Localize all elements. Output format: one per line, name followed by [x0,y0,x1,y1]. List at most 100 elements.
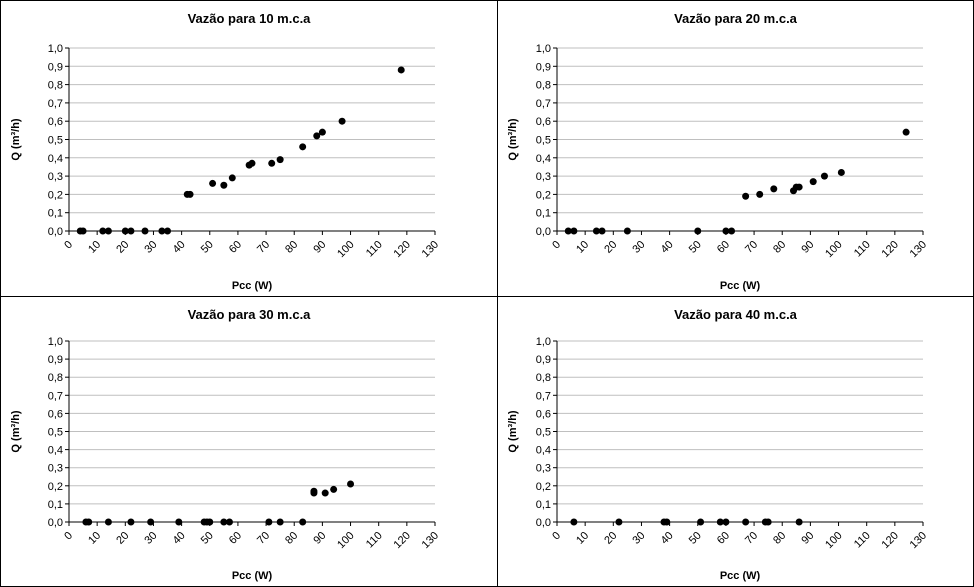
chart-title: Vazão para 30 m.c.a [188,307,312,322]
x-tick-label: 30 [142,239,159,256]
y-tick-label: 0,9 [48,61,63,73]
x-tick-label: 0 [550,530,563,543]
y-tick-label: 1,0 [536,336,551,348]
x-tick-label: 100 [335,530,356,551]
data-point [330,485,338,493]
data-point [347,480,355,488]
y-tick-label: 0,8 [536,372,551,384]
data-point [299,143,307,151]
data-point [809,178,817,186]
data-point [338,117,346,125]
data-point [397,66,405,74]
x-tick-label: 60 [227,239,244,256]
x-tick-label: 60 [227,530,244,547]
y-tick-label: 0,4 [536,153,551,165]
y-tick-label: 0,8 [48,80,63,92]
x-tick-label: 110 [364,530,385,551]
data-point [220,518,228,526]
y-tick-label: 0,2 [536,189,551,201]
data-point [837,168,845,176]
data-point [321,489,329,497]
chart-panel-30-mca: Vazão para 30 m.c.a 0,0 0,1 0,2 0,3 0,4 0,5 0,6… [0,296,498,587]
x-tick-label: 70 [743,530,760,547]
data-point [248,159,256,167]
x-tick-label: 20 [114,530,131,547]
x-tick-label: 10 [574,530,591,547]
x-tick-label: 20 [602,239,619,256]
x-tick-label: 130 [908,530,929,551]
data-point [175,518,183,526]
data-point [85,518,93,526]
y-tick-label: 1,0 [536,43,551,55]
data-point [598,227,606,235]
x-tick-label: 100 [823,530,844,551]
y-tick-label: 0,6 [48,116,63,128]
x-tick-label: 110 [852,239,873,260]
y-tick-label: 0,7 [536,98,551,110]
y-tick-label: 0,7 [48,390,63,402]
y-axis-label: Q (m³/h) [507,410,519,452]
data-point [728,227,736,235]
y-tick-label: 0,7 [536,390,551,402]
y-tick-label: 1,0 [48,43,63,55]
data-point [564,227,572,235]
data-point [99,227,107,235]
data-point [104,518,112,526]
data-point [79,227,87,235]
data-point [764,518,772,526]
data-point [615,518,623,526]
y-tick-label: 0,5 [48,135,63,147]
data-point [716,518,724,526]
data-point [228,174,236,182]
y-tick-label: 0,6 [536,116,551,128]
data-point [158,227,166,235]
x-tick-label: 120 [880,530,901,551]
y-tick-label: 0,4 [48,445,63,457]
x-tick-label: 80 [771,239,788,256]
y-tick-label: 0,1 [48,499,63,511]
chart-panel-40-mca: Vazão para 40 m.c.a 0,0 0,1 0,2 0,3 0,4 0,5 0,6… [497,296,974,587]
data-point [206,518,214,526]
x-axis-label: Pcc (W) [720,570,761,582]
data-point [147,518,155,526]
y-tick-label: 0,3 [536,463,551,475]
scatter-chart: Vazão para 40 m.c.a 0,0 0,1 0,2 0,3 0,4 0,5 0,6… [507,307,929,582]
data-point [592,227,600,235]
x-tick-label: 50 [687,530,704,547]
y-tick-label: 0,8 [536,80,551,92]
x-tick-label: 130 [420,239,441,260]
x-tick-label: 0 [550,239,563,252]
x-axis-label: Pcc (W) [232,280,273,292]
y-tick-label: 1,0 [48,336,63,348]
x-tick-label: 0 [62,239,75,252]
chart-panel-10-mca: Vazão para 10 m.c.a 0,0 0,1 0,2 0,3 0,4 0,5 0,6… [0,0,498,297]
x-tick-label: 0 [62,530,75,543]
x-tick-label: 30 [142,530,159,547]
x-tick-label: 20 [114,239,131,256]
x-tick-label: 40 [659,239,676,256]
y-tick-label: 0,0 [536,517,551,529]
x-tick-label: 10 [574,239,591,256]
y-tick-label: 0,6 [536,408,551,420]
x-tick-label: 20 [602,530,619,547]
data-point [795,518,803,526]
x-axis-label: Pcc (W) [232,570,273,582]
data-point [742,518,750,526]
x-tick-label: 70 [255,530,272,547]
data-point [756,190,764,198]
data-point [623,227,631,235]
data-point [313,132,321,140]
data-point [722,518,730,526]
x-tick-label: 110 [364,239,385,260]
scatter-chart: Vazão para 20 m.c.a 0,0 0,1 0,2 0,3 0,4 0,5 0,6… [507,11,929,292]
data-point [141,227,149,235]
data-point [318,128,326,136]
chart-title: Vazão para 20 m.c.a [674,11,798,26]
chart-title: Vazão para 10 m.c.a [188,11,312,26]
x-tick-label: 30 [630,530,647,547]
data-point [104,227,112,235]
y-tick-label: 0,1 [536,208,551,220]
y-tick-label: 0,3 [536,171,551,183]
x-tick-label: 110 [852,530,873,551]
